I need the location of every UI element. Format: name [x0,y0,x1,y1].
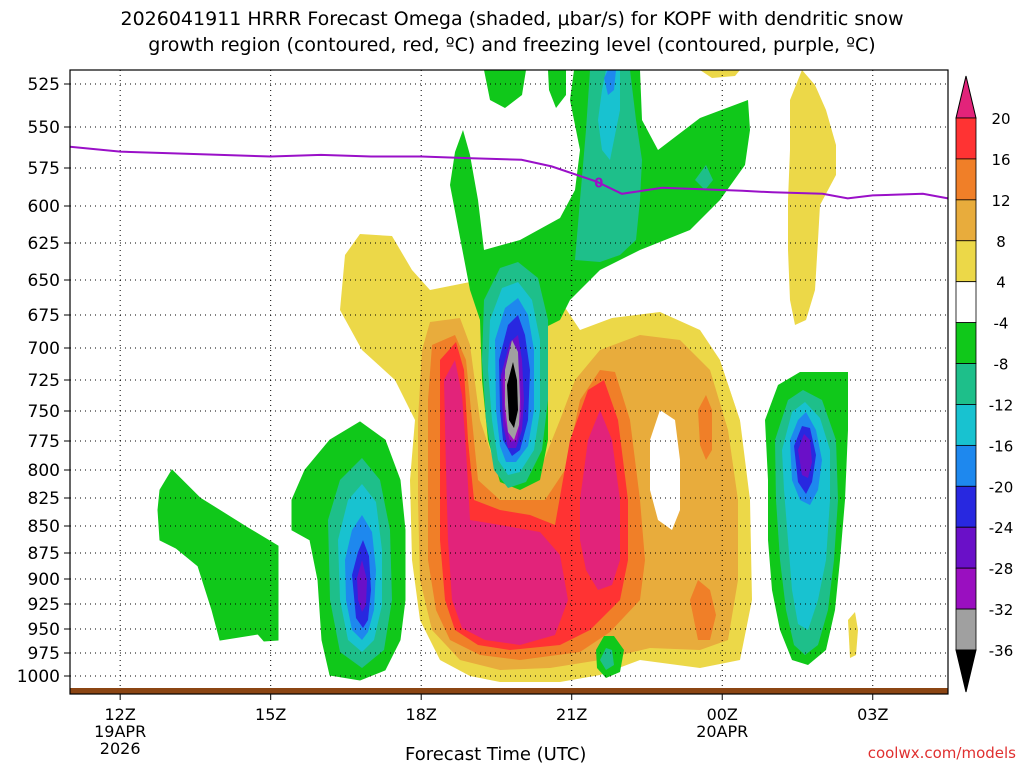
y-tick-label-975: 975 [28,644,60,664]
y-tick-label-700: 700 [28,339,60,359]
omega-colorbar: 20 16 12 8 4 -4 -8 -12 -16 -20 -24 -28 -32 -36 [955,75,1014,693]
y-tick-label-950: 950 [28,620,60,640]
ground-surface [70,688,948,694]
plot-frame [69,69,949,695]
y-tick-label-600: 600 [28,197,60,217]
colorbar-label: -8 [994,356,1009,374]
y-tick-label-925: 925 [28,595,60,615]
colorbar-cell-12 [955,567,977,610]
x-tick-label-00Z: 00Z [707,705,738,724]
colorbar-label: -12 [989,396,1014,414]
colorbar-label: -4 [994,315,1009,333]
colorbar-label: -24 [989,519,1014,537]
colorbar-cell-13 [955,608,977,651]
y-tick-label-775: 775 [28,432,60,452]
colorbar-cell-1 [955,117,977,160]
y-tick-label-750: 750 [28,402,60,422]
colorbar-cell-11 [955,526,977,569]
colorbar-label: 8 [996,233,1006,251]
y-tick-label-825: 825 [28,489,60,509]
colorbar-label: -28 [989,560,1014,578]
y-tick-label-675: 675 [28,306,60,326]
omega-region-down-upper-right [788,70,836,325]
omega-region-weak-up-left [157,469,279,642]
x-axis-title: Forecast Time (UTC) [405,744,587,765]
colorbar-label: -16 [989,437,1014,455]
y-tick-label-550: 550 [28,118,60,138]
y-tick-label-850: 850 [28,517,60,537]
colorbar-cell-7 [955,363,977,405]
x-tick-date-12Z: 19APR [94,722,146,741]
colorbar-label: 20 [991,110,1010,128]
y-tick-label-900: 900 [28,570,60,590]
colorbar-label: -36 [989,642,1014,660]
colorbar-cell-8 [955,404,977,446]
x-tick-label-15Z: 15Z [255,705,286,724]
freezing-level-line [69,145,949,200]
colorbar-cell-top [955,75,977,119]
colorbar-cell-10 [955,485,977,528]
y-tick-label-725: 725 [28,371,60,391]
colorbar-label: 4 [996,274,1006,292]
freezing-level-layer: 0 [69,145,949,200]
chart-title-line-1: 2026041911 HRRR Forecast Omega (shaded, … [120,8,904,30]
y-tick-label-1000: 1000 [17,667,60,687]
y-tick-label-625: 625 [28,234,60,254]
colorbar-label: 16 [991,151,1010,169]
colorbar-cell-2 [955,158,977,201]
colorbar-label: 12 [991,192,1010,210]
freezing-level-label: 0 [594,177,603,192]
y-tick-label-575: 575 [28,159,60,179]
x-tick-year-12Z: 2026 [100,739,141,758]
colorbar-label: -32 [989,601,1014,619]
y-axis: 525 550 575 600 625 650 675 700 725 750 775 800 825 8… [17,75,70,687]
grid-lines [70,70,948,694]
chart-title-line-2: growth region (contoured, red, ºC) and f… [148,34,876,56]
colorbar-cell-5 [955,281,977,324]
colorbar-cell-9 [955,444,977,487]
y-tick-label-525: 525 [28,75,60,95]
colorbar-cell-bottom [955,649,977,693]
x-tick-label-12Z: 12Z [105,705,136,724]
colorbar-label: -20 [989,478,1014,496]
x-tick-label-03Z: 03Z [857,705,888,724]
y-tick-label-800: 800 [28,461,60,481]
y-tick-label-875: 875 [28,544,60,564]
y-tick-label-650: 650 [28,271,60,291]
credit-link[interactable]: coolwx.com/models [867,744,1016,762]
colorbar-cell-3 [955,199,977,242]
colorbar-cell-6 [955,322,977,364]
colorbar-cell-4 [955,240,977,283]
x-tick-date-00Z: 20APR [696,722,748,741]
x-tick-label-18Z: 18Z [406,705,437,724]
x-tick-label-21Z: 21Z [556,705,587,724]
